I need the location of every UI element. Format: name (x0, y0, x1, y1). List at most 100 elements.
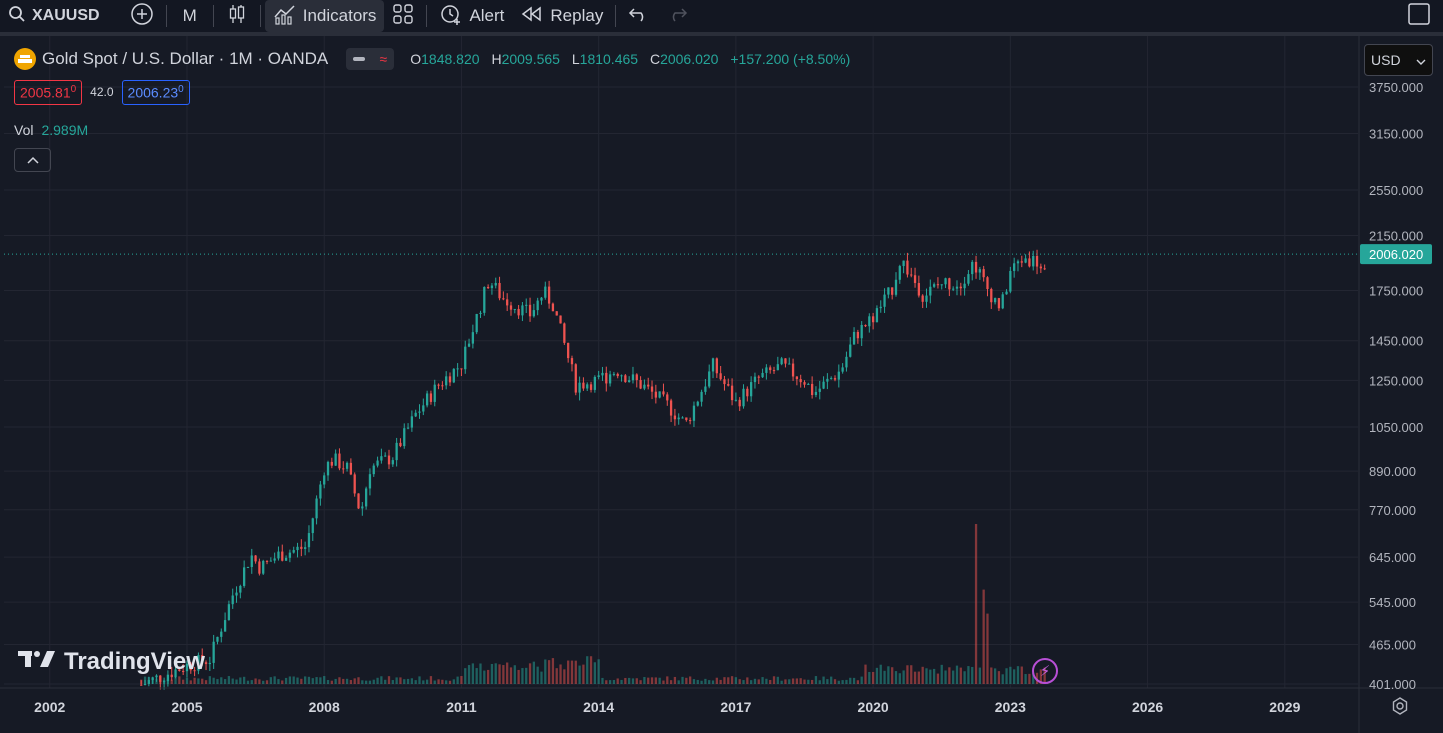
volume-bar (574, 660, 577, 684)
candle-body (532, 310, 536, 317)
candle-body (875, 308, 879, 323)
currency-select[interactable]: USD (1364, 44, 1433, 76)
volume-bar (544, 659, 547, 684)
candle-body (955, 286, 959, 289)
price-axis-panel (1359, 36, 1443, 733)
candle-body (345, 462, 349, 469)
candle-body (708, 371, 711, 387)
tradingview-watermark[interactable]: TradingView (18, 648, 205, 676)
y-tick-label: 3150.000 (1369, 127, 1423, 142)
volume-bar (307, 676, 311, 684)
candle-body (319, 484, 322, 499)
candle-body (544, 286, 547, 298)
last-price-label: 2006.020 (1369, 247, 1423, 262)
volume-bar (1028, 673, 1031, 684)
candle-body (162, 681, 166, 683)
volume-legend[interactable]: Vol 2.989M (14, 122, 88, 138)
chart-area[interactable]: 3750.000 3150.000 2550.000 2150.000 1750.000… (0, 36, 1443, 733)
candle-body (586, 384, 589, 389)
sell-button[interactable]: 2005.810 (14, 80, 83, 105)
undo-button[interactable] (620, 0, 658, 32)
candle-body (807, 383, 810, 385)
indicators-button[interactable]: Indicators (264, 0, 385, 32)
candle-body (151, 677, 154, 681)
symbol-title[interactable]: Gold Spot / U.S. Dollar · 1M · OANDA (42, 49, 329, 68)
candle-body (486, 287, 490, 289)
volume-bar (429, 676, 433, 684)
volume-bar (696, 679, 699, 684)
candle-body (681, 417, 684, 419)
alert-button[interactable]: Alert (431, 0, 512, 32)
volume-bar (875, 667, 879, 684)
symbol-search[interactable]: XAUUSD (0, 0, 108, 32)
change-value: +157.200 (+8.50%) (730, 51, 851, 67)
candle-body (833, 378, 837, 380)
candle-body (193, 670, 196, 672)
x-tick-label: 2023 (995, 699, 1026, 715)
candle-body (189, 663, 192, 671)
candle-body (589, 384, 593, 390)
volume-bar (582, 664, 585, 684)
volume-bar (323, 676, 326, 684)
lightning-icon[interactable]: ⚡ (1032, 658, 1058, 684)
volume-bar (589, 656, 593, 684)
volume-bar (391, 680, 394, 684)
last-price-badge (1360, 244, 1432, 265)
volume-bar (563, 669, 566, 684)
candle-body (1032, 256, 1035, 267)
candle-body (243, 567, 246, 586)
candle-body (948, 278, 951, 290)
candle-body (506, 299, 509, 306)
compare-button[interactable] (122, 0, 162, 32)
candle-body (513, 308, 516, 310)
candle-body (715, 358, 718, 374)
volume-bar (239, 677, 242, 684)
undo-icon (628, 5, 650, 28)
volume-bar (639, 680, 642, 684)
candle-body (559, 315, 562, 324)
legend-toggle[interactable]: ≈ (346, 48, 395, 70)
candle-body (1035, 256, 1039, 267)
interval-button[interactable]: M (171, 0, 209, 32)
redo-button[interactable] (658, 0, 696, 32)
volume-bar (692, 679, 696, 684)
volume-bar (342, 678, 345, 684)
candle-body (963, 283, 966, 289)
price-chart[interactable]: 3750.000 3150.000 2550.000 2150.000 1750.000… (0, 36, 1443, 733)
volume-bar (628, 677, 631, 684)
volume-bar (955, 665, 959, 684)
volume-bar (906, 665, 909, 684)
candle-body (448, 376, 452, 383)
replay-button[interactable]: Replay (512, 0, 611, 32)
volume-bar (197, 678, 200, 684)
volume-bar (586, 656, 589, 684)
candle-body (422, 405, 425, 412)
search-icon (8, 5, 26, 28)
settings-gear-icon[interactable] (1390, 696, 1410, 716)
candle-body (441, 385, 444, 387)
templates-button[interactable] (384, 0, 422, 32)
fullscreen-button[interactable] (1399, 0, 1439, 32)
volume-bar (708, 680, 711, 684)
candle-body (666, 394, 669, 401)
volume-bar (795, 678, 799, 684)
candle-body (361, 506, 364, 509)
volume-bar (170, 679, 173, 684)
collapse-legend-button[interactable] (14, 148, 51, 172)
buy-button[interactable]: 2006.230 (121, 80, 190, 105)
candle-body (696, 401, 699, 406)
candle-body (700, 391, 703, 402)
candle-body (795, 376, 799, 380)
candle-body (364, 488, 368, 507)
volume-bar (814, 676, 818, 684)
volume-bar (494, 663, 497, 684)
candle-body (1024, 258, 1027, 263)
candle-body (906, 260, 909, 275)
volume-bar (776, 676, 779, 684)
chart-type-button[interactable] (218, 0, 256, 32)
volume-bar (658, 677, 661, 684)
volume-bar (567, 660, 570, 684)
volume-bar (925, 668, 928, 684)
volume-bar (921, 666, 924, 684)
indicators-icon (273, 3, 297, 30)
